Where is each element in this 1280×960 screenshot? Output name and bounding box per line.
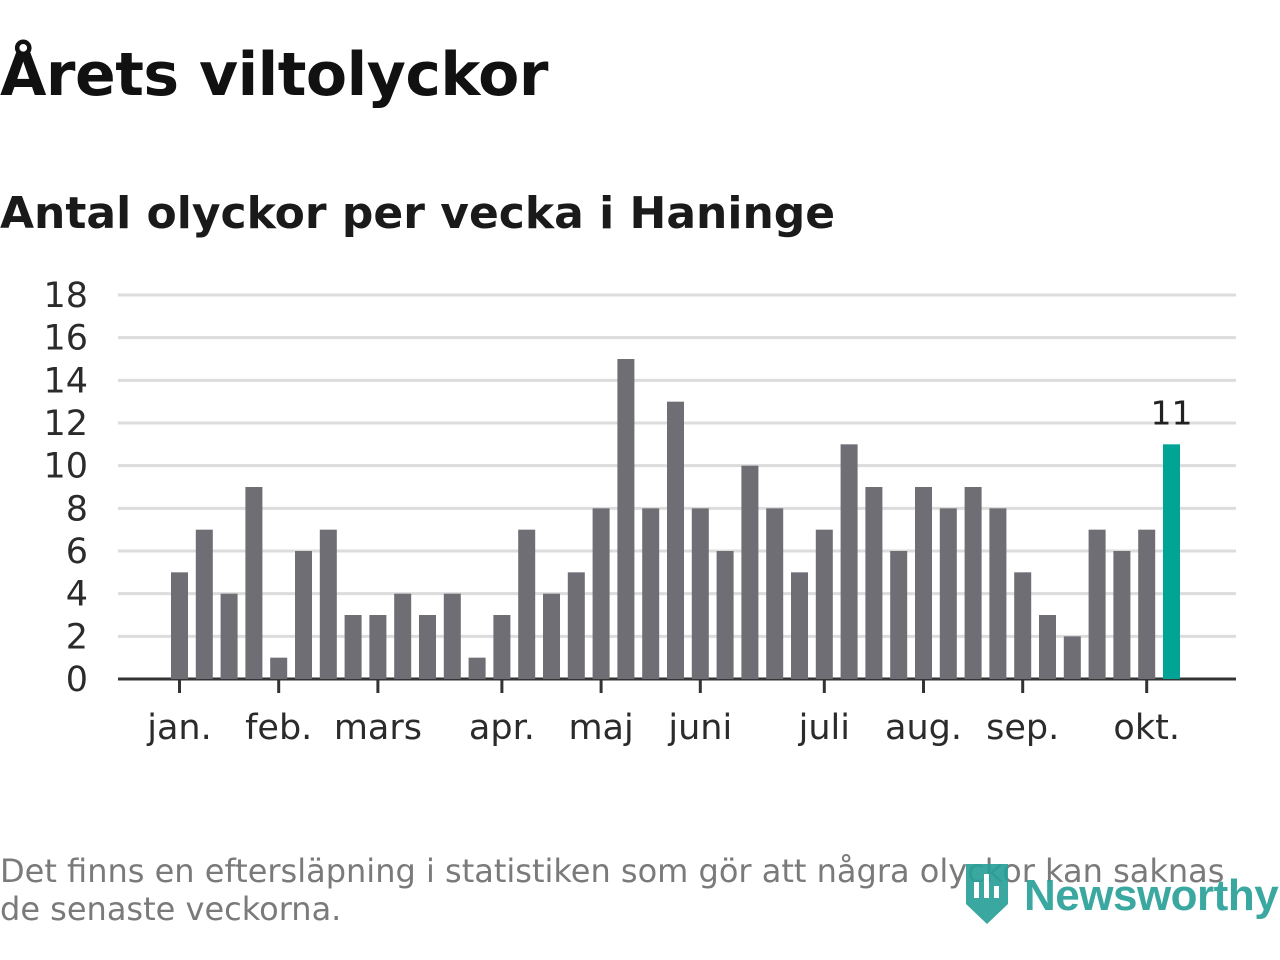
bars [171, 359, 1180, 679]
bar [369, 615, 387, 679]
bar [1138, 529, 1156, 679]
bar [295, 551, 312, 679]
bar [1014, 572, 1032, 679]
chart-title: Årets viltolyckor [0, 40, 549, 110]
bar [667, 401, 684, 679]
newsworthy-logo: Newsworthy [962, 862, 1279, 930]
bar [1063, 636, 1081, 679]
x-tick-label: aug. [885, 708, 962, 748]
y-tick-label: 6 [66, 532, 88, 572]
x-tick-label: feb. [245, 708, 312, 748]
bar [741, 465, 759, 679]
x-tick-label: jan. [146, 708, 211, 748]
bar [245, 487, 263, 679]
bar [220, 593, 238, 679]
y-tick-label: 0 [66, 660, 88, 700]
y-tick-label: 10 [43, 447, 88, 487]
chart-subtitle: Antal olyckor per vecka i Haninge [0, 188, 836, 239]
x-tick-label: mars [334, 708, 422, 748]
x-tick-label: sep. [986, 708, 1059, 748]
bar [617, 359, 635, 679]
highlight-value-label: 11 [1151, 393, 1193, 432]
bar [171, 572, 188, 679]
bar [989, 508, 1007, 679]
x-tick-label: maj [568, 708, 633, 748]
y-tick-label: 2 [66, 617, 88, 657]
x-tick-label: juli [798, 708, 850, 748]
bar [1113, 551, 1131, 679]
bar [443, 593, 461, 679]
bar [691, 508, 709, 679]
bar [766, 508, 784, 679]
bar [493, 615, 511, 679]
y-tick-label: 14 [43, 361, 88, 401]
bar [319, 529, 337, 679]
bar [890, 551, 908, 679]
bar [716, 551, 734, 679]
newsworthy-bar-icon [962, 862, 1012, 930]
bar-highlight [1163, 444, 1180, 679]
bar [394, 593, 412, 679]
bar [468, 657, 486, 679]
bar [195, 529, 213, 679]
logo-text: Newsworthy [1024, 871, 1279, 920]
bar [915, 487, 932, 679]
bar [939, 508, 957, 679]
bar [543, 593, 560, 679]
bar [964, 487, 982, 679]
y-tick-label: 18 [43, 276, 88, 316]
x-tick-label: juni [667, 708, 732, 748]
y-tick-label: 12 [43, 404, 88, 444]
bar [592, 508, 610, 679]
bar [642, 508, 660, 679]
y-tick-label: 16 [43, 319, 88, 359]
bar [344, 615, 362, 679]
x-axis-ticks: jan. feb. mars apr. maj juni juli aug. sep. okt. [146, 679, 1180, 748]
x-tick-label: apr. [469, 708, 535, 748]
x-tick-label: okt. [1113, 708, 1180, 748]
bar [865, 487, 883, 679]
bar [1039, 615, 1056, 679]
bar [815, 529, 833, 679]
y-tick-label: 8 [66, 489, 88, 529]
bar [840, 444, 858, 679]
bar [419, 615, 436, 679]
bar [270, 657, 288, 679]
footnote: Det finns en eftersläpning i statistiken… [0, 852, 1225, 928]
bar [791, 572, 808, 679]
bar [1088, 529, 1106, 679]
bar [518, 529, 536, 679]
data-labels: 11 [1151, 393, 1193, 432]
y-tick-label: 4 [66, 575, 88, 615]
bar [567, 572, 585, 679]
